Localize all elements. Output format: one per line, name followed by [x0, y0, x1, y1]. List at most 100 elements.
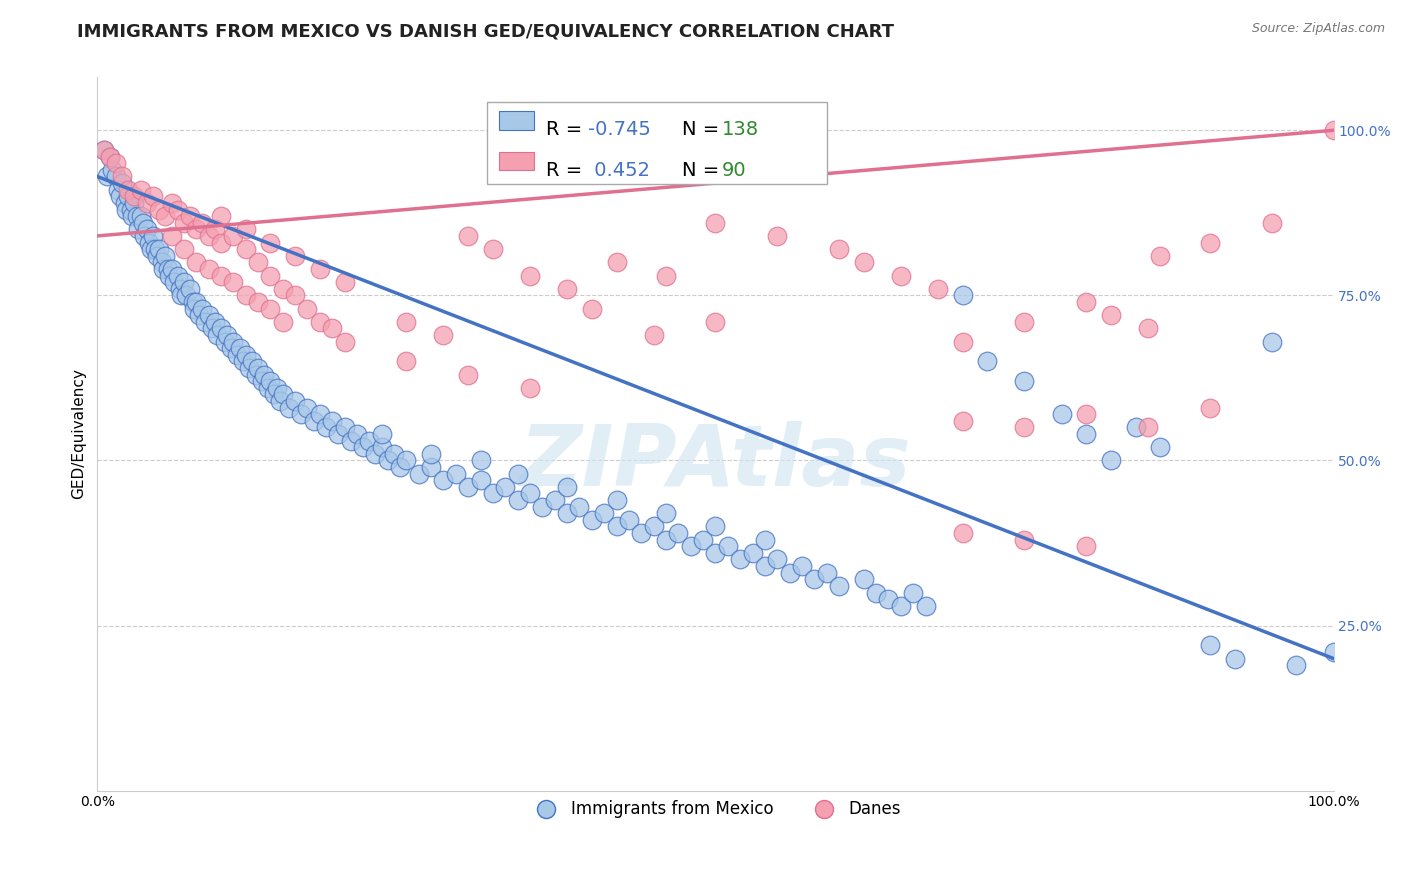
Point — [364, 447, 387, 461]
Point — [117, 183, 139, 197]
Point — [235, 348, 257, 362]
Point — [259, 268, 281, 283]
Point — [328, 427, 350, 442]
Point — [117, 189, 139, 203]
Point — [643, 328, 665, 343]
Point — [914, 599, 936, 613]
Point — [1260, 334, 1282, 349]
Point — [127, 222, 149, 236]
Point — [186, 255, 208, 269]
Point — [1137, 420, 1160, 434]
Point — [183, 301, 205, 316]
Point — [173, 216, 195, 230]
Point — [679, 539, 702, 553]
Point — [145, 242, 167, 256]
Point — [470, 473, 492, 487]
Point — [1050, 407, 1073, 421]
Point — [235, 288, 257, 302]
Point — [209, 268, 232, 283]
Point — [519, 381, 541, 395]
Point — [315, 420, 337, 434]
Point — [1199, 638, 1222, 652]
Point — [186, 295, 208, 310]
Point — [1125, 420, 1147, 434]
Point — [790, 559, 813, 574]
Point — [226, 348, 249, 362]
Point — [1076, 407, 1098, 421]
Point — [271, 282, 294, 296]
Point — [976, 354, 998, 368]
Point — [865, 585, 887, 599]
Point — [170, 288, 193, 302]
Point — [204, 222, 226, 236]
Point — [581, 301, 603, 316]
Point — [555, 282, 578, 296]
Text: 138: 138 — [721, 120, 759, 139]
Point — [197, 228, 219, 243]
Point — [377, 453, 399, 467]
Point — [1099, 308, 1122, 322]
Point — [395, 315, 418, 329]
Point — [290, 407, 312, 421]
Bar — [486, 103, 827, 185]
Point — [1322, 645, 1344, 659]
Point — [766, 552, 789, 566]
Point — [389, 460, 412, 475]
Point — [308, 261, 330, 276]
Point — [1099, 453, 1122, 467]
Point — [506, 467, 529, 481]
Point — [728, 552, 751, 566]
Text: 0.452: 0.452 — [588, 161, 650, 180]
Text: 90: 90 — [721, 161, 747, 180]
Point — [111, 169, 134, 184]
Point — [531, 500, 554, 514]
Point — [308, 315, 330, 329]
Point — [114, 195, 136, 210]
Point — [98, 150, 121, 164]
Point — [420, 447, 443, 461]
Point — [852, 572, 875, 586]
Point — [129, 183, 152, 197]
Point — [1322, 123, 1344, 137]
Point — [952, 334, 974, 349]
Text: R =: R = — [546, 120, 589, 139]
Point — [655, 268, 678, 283]
Point — [197, 261, 219, 276]
Point — [470, 453, 492, 467]
Point — [339, 434, 361, 448]
Point — [114, 202, 136, 217]
Point — [308, 407, 330, 421]
Point — [333, 275, 356, 289]
Point — [555, 506, 578, 520]
Point — [209, 235, 232, 250]
Point — [877, 592, 900, 607]
Point — [247, 295, 270, 310]
Point — [238, 361, 260, 376]
Point — [93, 143, 115, 157]
Point — [352, 440, 374, 454]
Point — [457, 368, 479, 382]
Point — [104, 156, 127, 170]
Point — [111, 176, 134, 190]
Point — [155, 249, 177, 263]
Point — [209, 321, 232, 335]
Point — [519, 268, 541, 283]
Point — [1285, 658, 1308, 673]
Point — [247, 255, 270, 269]
Point — [482, 242, 505, 256]
Point — [278, 401, 301, 415]
Point — [107, 183, 129, 197]
Point — [125, 209, 148, 223]
Point — [129, 209, 152, 223]
Point — [568, 500, 591, 514]
Point — [134, 228, 156, 243]
Point — [186, 222, 208, 236]
Point — [247, 361, 270, 376]
Point — [1014, 315, 1036, 329]
Point — [457, 228, 479, 243]
Point — [754, 559, 776, 574]
Point — [228, 341, 250, 355]
Point — [156, 261, 179, 276]
Point — [204, 315, 226, 329]
Point — [544, 493, 567, 508]
